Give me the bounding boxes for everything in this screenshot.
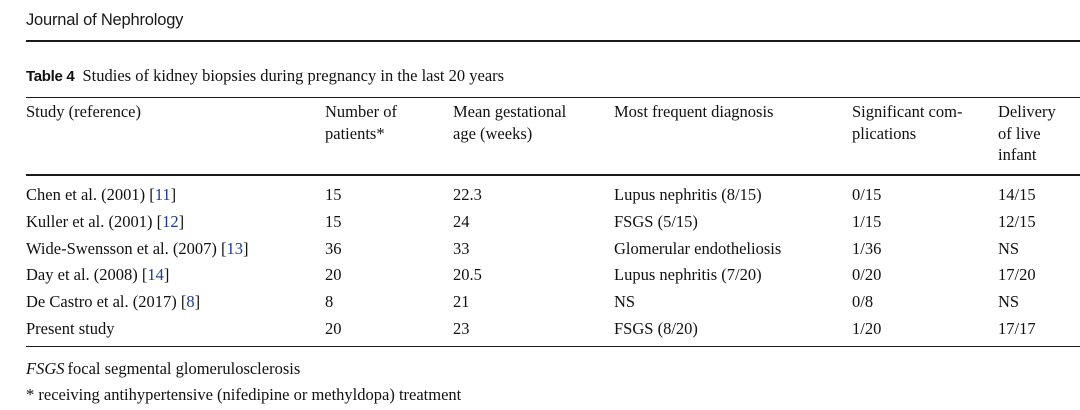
cell-diagnosis: Lupus nephritis (8/15) [614,185,762,204]
footnote-abbreviation-term: FSGS [26,359,65,378]
header-patients: Number of patients* [325,101,397,144]
cell-patients: 8 [325,292,334,311]
cell-diagnosis: Lupus nephritis (7/20) [614,265,762,284]
study-name: Wide-Swensson et al. (2007) [26,239,217,258]
cell-complications: 0/20 [852,265,882,284]
reference-link[interactable]: 8 [186,292,195,311]
header-line: Number of [325,102,397,121]
cell-patients: 15 [325,212,342,231]
study-name: Present study [26,319,115,338]
cell-delivery: 17/20 [998,265,1036,284]
header-line: Mean gestational [453,102,567,121]
cell-delivery: 14/15 [998,185,1036,204]
table-caption-text: Studies of kidney biopsies during pregna… [82,66,505,85]
study-name: Kuller et al. (2001) [26,212,153,231]
reference-link[interactable]: 12 [162,212,179,231]
cell-patients: 15 [325,185,342,204]
cell-gestational-age: 20.5 [453,265,482,284]
footnote-abbreviation-definition: focal segmental glomerulosclerosis [67,359,301,378]
header-study: Study (reference) [26,101,141,123]
table-bottom-rule [26,346,1080,347]
cell-complications: 0/8 [852,292,874,311]
cell-study: Wide-Swensson et al. (2007) [13] [26,239,249,258]
study-name: De Castro et al. (2017) [26,292,177,311]
header-line: Study (reference) [26,102,141,121]
cell-gestational-age: 22.3 [453,185,482,204]
header-line: age (weeks) [453,123,533,143]
header-line: patients* [325,123,385,143]
cell-complications: 1/36 [852,239,882,258]
cell-gestational-age: 23 [453,319,470,338]
header-line: plications [852,123,917,143]
table-header-rule [26,174,1080,176]
study-name: Day et al. (2008) [26,265,138,284]
cell-delivery: NS [998,292,1020,311]
reference-link[interactable]: 14 [147,265,164,284]
journal-title: Journal of Nephrology [26,11,184,29]
cell-diagnosis: Glomerular endotheliosis [614,239,782,258]
header-line: Most frequent diagnosis [614,102,774,121]
cell-patients: 20 [325,319,342,338]
cell-complications: 1/15 [852,212,882,231]
cell-study: Chen et al. (2001) [11] [26,185,177,204]
reference-link[interactable]: 13 [226,239,244,258]
header-line: infant [998,145,1037,164]
reference-link[interactable]: 11 [154,185,171,204]
footnote-abbreviation: FSGS focal segmental glomerulosclerosis [26,359,300,379]
table-caption: Table 4 Studies of kidney biopsies during… [26,66,504,86]
cell-study: Present study [26,318,114,340]
cell-complications: 1/20 [852,319,882,338]
cell-delivery: NS [998,239,1020,258]
header-delivery: Delivery of live infant [998,101,1056,166]
cell-delivery: 12/15 [998,212,1036,231]
header-complications: Significant com-plications [852,101,962,144]
table-label: Table 4 [26,68,75,85]
cell-gestational-age: 24 [453,212,470,231]
footnote-asterisk: * receiving antihypertensive (nifedipine… [26,385,462,404]
cell-patients: 20 [325,265,342,284]
header-line: Delivery [998,102,1056,121]
cell-gestational-age: 33 [453,239,470,258]
header-divider [26,40,1080,42]
cell-diagnosis: FSGS (5/15) [614,212,698,231]
study-name: Chen et al. (2001) [26,185,146,204]
cell-diagnosis: FSGS (8/20) [614,319,698,338]
cell-study: Day et al. (2008) [14] [26,265,170,284]
header-diagnosis: Most frequent diagnosis [614,101,773,123]
cell-patients: 36 [325,239,342,258]
header-line: Significant com- [852,102,963,121]
header-gestational-age: Mean gestational age (weeks) [453,101,566,144]
cell-complications: 0/15 [852,185,882,204]
table-top-rule [26,97,1080,98]
cell-gestational-age: 21 [453,292,470,311]
cell-diagnosis: NS [614,292,636,311]
header-line: of live [998,123,1041,143]
cell-study: De Castro et al. (2017) [8] [26,292,201,311]
cell-study: Kuller et al. (2001) [12] [26,212,185,231]
cell-delivery: 17/17 [998,319,1036,338]
